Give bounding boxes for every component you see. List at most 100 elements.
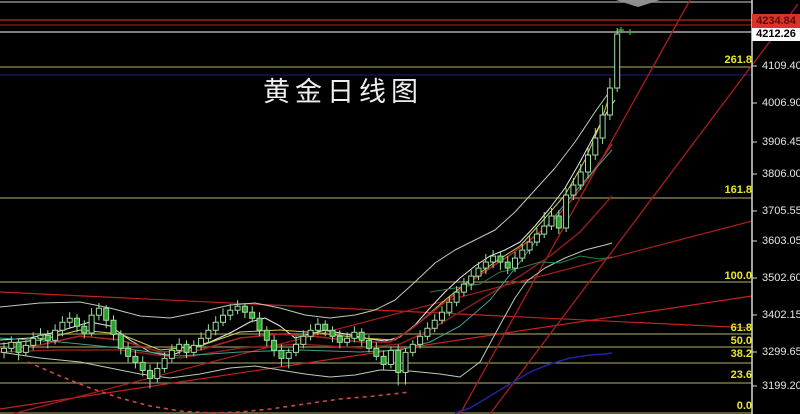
candle-body [95,307,102,316]
candle-body [66,317,73,323]
axis-price-label: 3705.55 [762,205,800,217]
axis-price-label: 3502.60 [762,272,800,284]
price-tag-high: 4234.84 [752,14,800,28]
candle-body [249,311,256,319]
candle-body [366,339,372,349]
candle-body [256,317,263,331]
candle-body [314,323,321,331]
ma-yellow [0,87,613,351]
candle-body [22,344,29,353]
candle-body [417,335,424,345]
candle-body [446,301,453,313]
candle-body [519,249,526,259]
dashed-support-curve [27,361,411,414]
candle-body [147,369,153,379]
candle-body [198,337,205,346]
candle-body [599,114,606,139]
fib-level-label: 38.2 [730,348,752,360]
candle-body [285,351,292,359]
candle-body [30,337,37,346]
candle-body [227,309,234,316]
candle-body [439,311,445,321]
trendline-4 [489,3,799,414]
candle-body [234,305,241,311]
fib-level-label: 50.0 [730,335,752,347]
candle-body [300,335,307,345]
axis-price-label: 3603.05 [762,235,800,247]
ma-green-slow [429,255,613,293]
candle-body [59,321,66,331]
candle-body [293,343,299,353]
candle-body [154,367,161,379]
candle-body [541,225,548,235]
candle-body [37,334,44,339]
candle-body [475,267,482,277]
ma-red-fast [0,143,613,353]
candle-body [570,184,577,196]
candle-body [52,329,59,341]
price-tag-current: 4212.26 [752,28,800,41]
axis-price-label: 3199.20 [762,380,800,392]
candle-body [497,255,504,263]
fib-level-label: 23.6 [730,369,752,381]
candle-body [563,194,570,229]
ma-red-slow [0,195,613,359]
bollinger-upper [0,87,613,319]
chart-title: 黄金日线图 [263,77,423,107]
candle-body [577,171,584,186]
candle-body [395,349,402,373]
axis-price-label: 3402.15 [762,309,800,321]
candle-body [380,355,387,365]
axis-price-label: 3299.65 [762,346,800,358]
candle-body [8,341,15,349]
candle-body [351,331,358,339]
candle-body [117,333,124,349]
candle-body [358,331,365,341]
candle-body [205,329,212,339]
candle-body [15,341,22,353]
scroll-marker-icon[interactable] [616,0,660,7]
fib-level-label: 61.8 [730,322,752,334]
candle-body [329,329,336,337]
candle-body [161,357,168,369]
candle-body [132,355,139,363]
candle-body [453,291,460,303]
candle-body [81,325,88,334]
candle-body [271,339,278,351]
candle-body [103,307,110,321]
candle-body [74,317,80,327]
fib-level-label: 100.0 [724,270,752,282]
candle-body [336,335,343,343]
ma-navy [454,352,613,414]
axis-price-label: 3806.00 [762,168,800,180]
candle-body [278,349,285,359]
candle-body [110,319,117,335]
axis-price-label: 4006.90 [762,97,800,109]
candle-body [409,343,416,353]
candle-body [512,257,518,269]
candle-body [504,261,511,269]
candle-body [88,314,95,334]
candle-body [431,319,438,329]
candle-body [44,334,51,341]
candle-body [387,349,394,365]
candle-body [592,137,599,156]
candle-body [614,33,621,89]
candle-body [533,233,540,243]
candle-body [220,314,226,323]
candle-body [548,215,555,227]
fib-level-label: 0.0 [736,400,752,412]
candle-body [183,343,190,353]
candle-body [460,283,467,293]
candle-body [212,321,219,331]
trendline-3 [459,0,691,414]
candle-body [555,215,562,229]
axis-price-label: 3906.45 [762,136,800,148]
bollinger-lower [0,242,613,379]
fib-level-label: 161.8 [724,184,752,196]
candle-body [424,327,431,337]
candle-body [125,347,132,357]
candle-body [373,347,380,357]
candle-body [1,347,7,353]
